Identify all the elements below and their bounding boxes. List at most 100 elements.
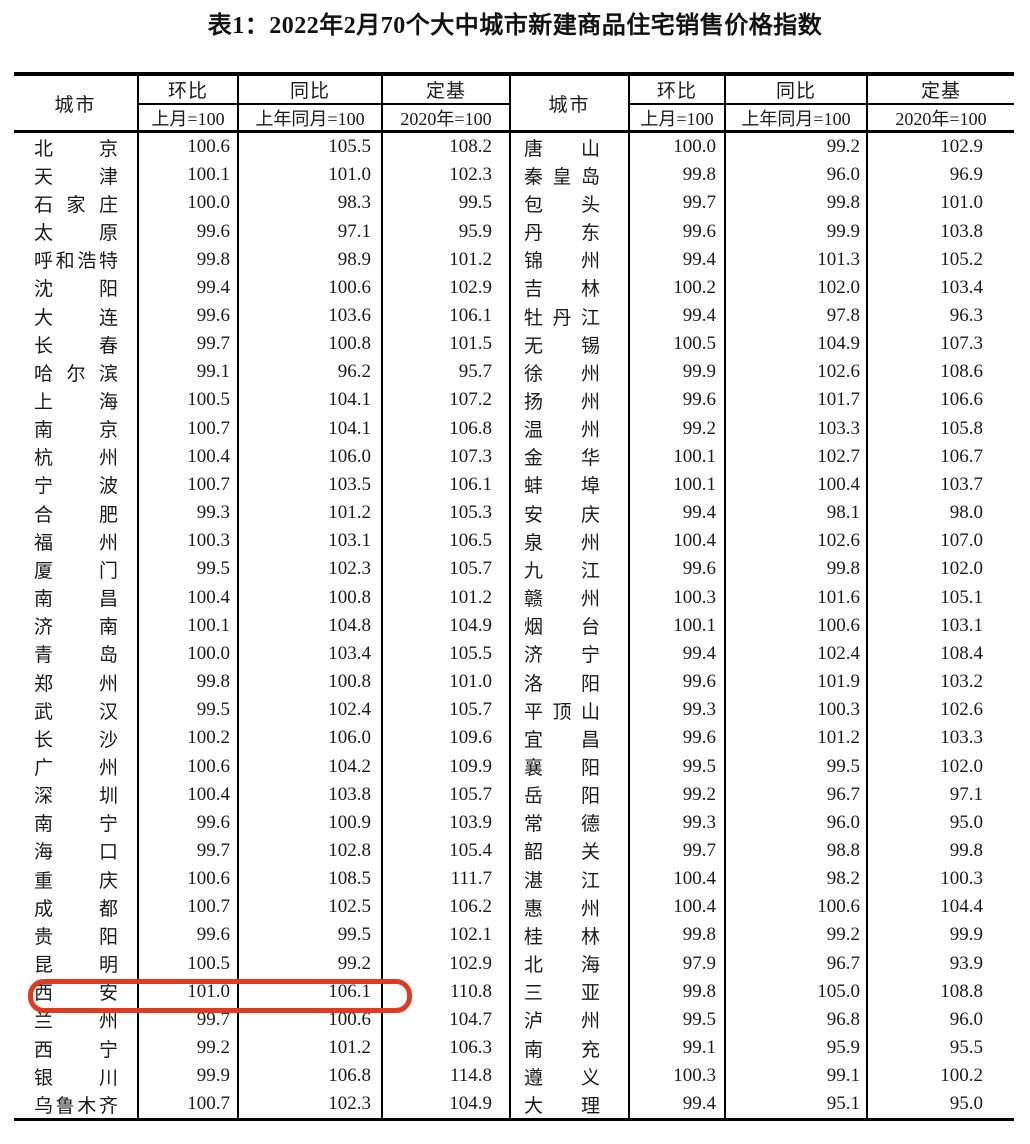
index-value-cell: 100.3 [139, 527, 239, 556]
index-value-cell: 103.6 [239, 301, 383, 331]
index-value-cell: 97.9 [630, 949, 726, 978]
index-value-cell: 102.0 [940, 755, 983, 777]
city-name: 三亚 [524, 983, 600, 1005]
index-value-cell: 95.1 [726, 1090, 868, 1119]
index-value-cell: 96.7 [726, 949, 868, 978]
city-name: 常德 [524, 814, 600, 836]
index-value-cell: 100.1 [630, 442, 726, 471]
index-value-cell: 101.0 [239, 161, 383, 190]
index-value-cell: 99.8 [139, 245, 239, 274]
index-value-cell: 105.0 [726, 977, 868, 1006]
city-cell: 秦皇岛 [511, 161, 630, 190]
index-value-cell: 99.2 [630, 780, 726, 809]
city-name: 吉林 [524, 279, 600, 301]
index-value-cell: 100.8 [239, 583, 383, 612]
index-value-cell: 100.4 [630, 527, 726, 556]
city-cell: 泉州 [511, 527, 630, 556]
index-value-cell: 99.4 [139, 273, 239, 302]
index-value-cell: 99.4 [630, 245, 726, 274]
index-value-cell: 99.1 [726, 1062, 868, 1091]
city-cell: 石家庄 [14, 189, 139, 218]
city-name: 西宁 [34, 1039, 118, 1061]
city-name: 呼和浩特 [34, 251, 118, 273]
index-value-cell: 101.2 [383, 245, 511, 274]
city-cell: 温州 [511, 414, 630, 443]
index-value-cell: 98.8 [726, 836, 868, 866]
index-value-cell: 105.7 [383, 555, 511, 584]
city-cell: 西宁 [14, 1034, 139, 1063]
city-name: 大连 [34, 307, 118, 329]
city-cell: 乌鲁木齐 [14, 1090, 139, 1119]
index-value-cell: 101.0 [940, 192, 983, 214]
city-cell: 济宁 [511, 639, 630, 668]
header-mom-right: 环比 上月=100 [630, 76, 726, 133]
city-cell: 无锡 [511, 330, 630, 359]
city-name: 乌鲁木齐 [34, 1095, 118, 1117]
city-cell: 赣州 [511, 583, 630, 612]
header-mom-right-label: 环比 [630, 76, 724, 105]
index-value-cell: 107.0 [940, 530, 983, 552]
index-value-cell: 106.8 [239, 1062, 383, 1091]
city-cell: 惠州 [511, 893, 630, 922]
city-cell: 唐山 [511, 133, 630, 162]
city-cell: 杭州 [14, 442, 139, 471]
index-value-cell: 99.5 [630, 1005, 726, 1034]
price-index-table: 城市 环比 上月=100 同比 上年同月=100 定基 2020年=100 城市… [14, 72, 1014, 1122]
city-cell: 哈尔滨 [14, 358, 139, 387]
index-value-cell: 105.7 [383, 780, 511, 809]
index-value-cell: 106.2 [383, 893, 511, 922]
index-value-cell: 108.4 [940, 642, 983, 664]
header-base-left-sub: 2020年=100 [400, 109, 492, 129]
city-cell: 上海 [14, 386, 139, 415]
index-value-cell: 103.1 [239, 527, 383, 556]
index-value-cell: 111.7 [383, 865, 511, 894]
city-name: 天津 [34, 166, 118, 188]
index-value-cell: 99.5 [239, 921, 383, 950]
index-value-cell: 102.0 [726, 273, 868, 302]
city-cell: 烟台 [511, 611, 630, 640]
index-value-cell: 102.4 [726, 639, 868, 668]
index-value-cell: 109.9 [383, 752, 511, 781]
index-value-cell: 105.5 [239, 133, 383, 162]
header-yoy-left-sub: 上年同月=100 [255, 109, 365, 129]
header-base-right-label: 定基 [868, 76, 1014, 105]
index-value-cell: 103.3 [726, 414, 868, 443]
header-city-right: 城市 [511, 76, 630, 133]
city-name: 长春 [34, 335, 118, 357]
index-value-cell: 100.6 [139, 752, 239, 781]
index-value-cell: 100.2 [630, 273, 726, 302]
city-name: 韶关 [524, 842, 600, 864]
index-value-cell: 99.4 [630, 639, 726, 668]
index-value-cell: 100.4 [139, 780, 239, 809]
index-value-cell: 100.6 [239, 273, 383, 302]
index-value-cell: 100.6 [239, 1005, 383, 1034]
index-value-cell: 100.4 [726, 470, 868, 500]
index-value-cell: 96.0 [726, 161, 868, 190]
index-value-cell: 99.5 [383, 189, 511, 218]
index-value-cell: 95.5 [949, 1037, 983, 1059]
index-value-cell: 106.0 [239, 724, 383, 753]
index-value-cell: 114.8 [383, 1062, 511, 1091]
index-value-cell: 100.8 [239, 667, 383, 697]
city-cell: 襄阳 [511, 752, 630, 781]
index-value-cell: 106.1 [239, 977, 383, 1006]
index-value-cell: 99.3 [630, 696, 726, 725]
city-name: 牡丹江 [524, 307, 600, 329]
city-cell: 沈阳 [14, 273, 139, 302]
city-cell: 吉林 [511, 273, 630, 302]
city-name: 贵阳 [34, 926, 118, 948]
city-cell: 昆明 [14, 949, 139, 978]
index-value-cell: 101.7 [726, 386, 868, 415]
city-cell: 北海 [511, 949, 630, 978]
index-value-cell: 100.0 [630, 133, 726, 162]
city-name: 深圳 [34, 786, 118, 808]
index-value-cell: 100.5 [139, 386, 239, 415]
header-base-left-label: 定基 [383, 76, 509, 105]
index-value-cell: 96.2 [239, 358, 383, 387]
city-name: 长沙 [34, 729, 118, 751]
city-name: 杭州 [34, 448, 118, 470]
index-value-cell: 99.8 [630, 921, 726, 950]
index-value-cell: 100.1 [630, 611, 726, 640]
city-cell: 扬州 [511, 386, 630, 415]
index-value-cell: 101.2 [239, 499, 383, 528]
